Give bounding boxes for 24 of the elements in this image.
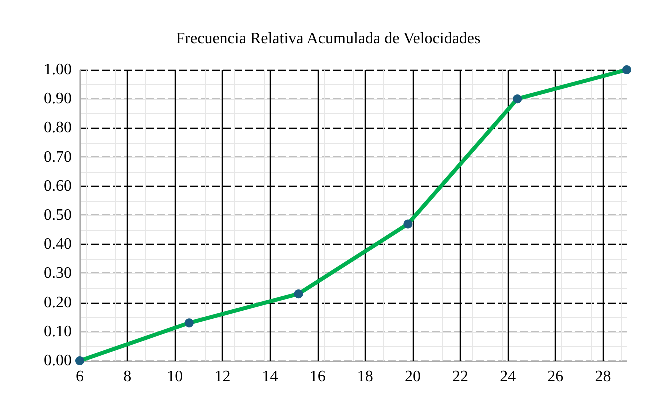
x-tick-label: 22 — [452, 368, 469, 386]
y-tick-label: 0.60 — [44, 178, 72, 195]
y-tick-label: 1.00 — [44, 62, 72, 78]
y-tick-label: 0.50 — [44, 207, 72, 224]
x-tick-label: 6 — [76, 368, 84, 386]
x-tick-label: 10 — [167, 368, 184, 386]
y-tick-label: 0.80 — [44, 120, 72, 137]
x-tick-label: 24 — [500, 368, 516, 386]
x-tick-label: 12 — [214, 368, 231, 386]
y-tick-label: 0.40 — [44, 236, 72, 254]
y-tick-label: 0.30 — [44, 265, 72, 282]
y-tick-label: 0.70 — [44, 148, 72, 166]
x-tick-label: 14 — [262, 368, 278, 386]
x-tick-label: 26 — [548, 368, 564, 386]
y-tick-label: 0.10 — [44, 323, 72, 340]
y-tick-label: 0.00 — [44, 352, 72, 370]
x-tick-label: 18 — [357, 368, 374, 386]
x-tick-label: 20 — [404, 368, 421, 386]
x-tick-label: 16 — [310, 368, 326, 386]
x-tick-label: 28 — [595, 368, 612, 386]
y-tick-label: 0.20 — [44, 294, 72, 312]
chart-title: Frecuencia Relativa Acumulada de Velocidades — [176, 30, 481, 48]
y-tick-label: 0.90 — [44, 90, 72, 108]
x-tick-label: 8 — [124, 368, 132, 386]
